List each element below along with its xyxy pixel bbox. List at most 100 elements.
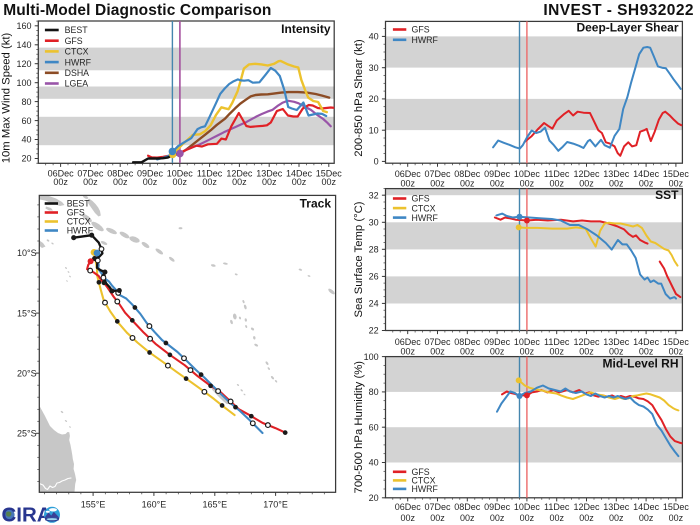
svg-text:00z: 00z xyxy=(520,513,535,523)
svg-text:14Dec: 14Dec xyxy=(633,502,660,512)
svg-text:00z: 00z xyxy=(549,346,564,356)
svg-text:Sea Surface Temp (°C): Sea Surface Temp (°C) xyxy=(353,201,365,317)
svg-text:CTCX: CTCX xyxy=(65,47,89,57)
svg-text:13Dec: 13Dec xyxy=(256,169,283,179)
svg-text:00z: 00z xyxy=(400,513,415,523)
svg-text:HWRF: HWRF xyxy=(67,226,94,236)
svg-text:0: 0 xyxy=(374,157,379,167)
svg-text:15Dec: 15Dec xyxy=(663,337,690,347)
svg-text:200-850 hPa Shear (kt): 200-850 hPa Shear (kt) xyxy=(353,39,365,157)
svg-text:13Dec: 13Dec xyxy=(603,502,630,512)
svg-text:00z: 00z xyxy=(460,179,475,189)
svg-text:00z: 00z xyxy=(430,346,445,356)
svg-text:12Dec: 12Dec xyxy=(226,169,253,179)
svg-text:00z: 00z xyxy=(460,513,475,523)
svg-text:Mid-Level RH: Mid-Level RH xyxy=(602,357,678,371)
svg-text:HWRF: HWRF xyxy=(412,484,439,494)
svg-text:09Dec: 09Dec xyxy=(137,169,164,179)
svg-text:00z: 00z xyxy=(579,346,594,356)
svg-text:80: 80 xyxy=(21,97,31,107)
svg-text:00z: 00z xyxy=(322,177,337,187)
svg-text:15°S: 15°S xyxy=(17,308,37,318)
svg-text:SST: SST xyxy=(655,188,679,202)
svg-text:Deep-Layer Shear: Deep-Layer Shear xyxy=(576,21,678,35)
svg-text:00z: 00z xyxy=(400,346,415,356)
svg-text:00z: 00z xyxy=(202,177,217,187)
svg-text:00z: 00z xyxy=(669,346,684,356)
svg-text:11Dec: 11Dec xyxy=(544,337,570,347)
svg-text:00z: 00z xyxy=(113,177,128,187)
svg-text:07Dec: 07Dec xyxy=(424,502,451,512)
svg-text:CTCX: CTCX xyxy=(412,203,436,213)
svg-text:20°S: 20°S xyxy=(17,368,37,378)
svg-text:00z: 00z xyxy=(232,177,247,187)
svg-text:00z: 00z xyxy=(143,177,158,187)
svg-text:DSHA: DSHA xyxy=(65,68,90,78)
svg-text:09Dec: 09Dec xyxy=(484,169,511,179)
svg-text:165°E: 165°E xyxy=(202,500,227,510)
svg-text:00z: 00z xyxy=(262,177,277,187)
svg-text:10Dec: 10Dec xyxy=(514,502,541,512)
svg-text:GFS: GFS xyxy=(412,194,430,204)
svg-text:13Dec: 13Dec xyxy=(603,169,630,179)
svg-text:10Dec: 10Dec xyxy=(167,169,194,179)
svg-text:120: 120 xyxy=(16,59,31,69)
svg-text:HWRF: HWRF xyxy=(65,57,92,67)
svg-text:20: 20 xyxy=(369,493,379,503)
svg-text:11Dec: 11Dec xyxy=(544,169,570,179)
svg-text:08Dec: 08Dec xyxy=(107,169,134,179)
svg-text:08Dec: 08Dec xyxy=(454,169,481,179)
svg-text:15Dec: 15Dec xyxy=(663,502,690,512)
svg-text:00z: 00z xyxy=(669,179,684,189)
svg-text:00z: 00z xyxy=(609,513,624,523)
svg-text:BEST: BEST xyxy=(65,25,89,35)
svg-text:Multi-Model Diagnostic Compari: Multi-Model Diagnostic Comparison xyxy=(3,2,271,19)
svg-text:10Dec: 10Dec xyxy=(514,169,541,179)
svg-text:26: 26 xyxy=(369,272,379,282)
svg-text:GFS: GFS xyxy=(67,208,85,218)
svg-text:CTCX: CTCX xyxy=(67,217,91,227)
svg-text:00z: 00z xyxy=(490,179,505,189)
svg-text:20: 20 xyxy=(21,154,31,164)
svg-text:60: 60 xyxy=(21,116,31,126)
svg-text:00z: 00z xyxy=(460,346,475,356)
svg-text:15Dec: 15Dec xyxy=(663,169,690,179)
svg-text:12Dec: 12Dec xyxy=(573,169,600,179)
svg-text:25°S: 25°S xyxy=(17,429,37,439)
svg-text:140: 140 xyxy=(16,40,31,50)
svg-text:06Dec: 06Dec xyxy=(395,169,422,179)
svg-text:Intensity: Intensity xyxy=(281,22,331,36)
svg-text:00z: 00z xyxy=(430,513,445,523)
svg-text:CTCX: CTCX xyxy=(412,476,436,486)
svg-text:700-500 hPa Humidity (%): 700-500 hPa Humidity (%) xyxy=(353,361,365,494)
svg-text:06Dec: 06Dec xyxy=(395,337,422,347)
svg-text:07Dec: 07Dec xyxy=(77,169,104,179)
svg-text:00z: 00z xyxy=(639,513,654,523)
svg-text:00z: 00z xyxy=(549,513,564,523)
svg-text:00z: 00z xyxy=(490,346,505,356)
svg-text:00z: 00z xyxy=(520,346,535,356)
svg-text:155°E: 155°E xyxy=(81,500,106,510)
svg-text:12Dec: 12Dec xyxy=(573,502,600,512)
svg-text:60: 60 xyxy=(369,422,379,432)
svg-text:30: 30 xyxy=(369,218,379,228)
svg-text:00z: 00z xyxy=(639,179,654,189)
svg-text:11Dec: 11Dec xyxy=(544,502,570,512)
svg-text:28: 28 xyxy=(369,245,379,255)
svg-text:10Dec: 10Dec xyxy=(514,337,541,347)
svg-text:13Dec: 13Dec xyxy=(603,337,630,347)
svg-text:40: 40 xyxy=(369,32,379,42)
svg-text:24: 24 xyxy=(369,299,379,309)
svg-text:00z: 00z xyxy=(579,513,594,523)
svg-text:32: 32 xyxy=(369,190,379,200)
svg-text:160°E: 160°E xyxy=(142,500,167,510)
svg-text:HWRF: HWRF xyxy=(412,35,439,45)
svg-text:07Dec: 07Dec xyxy=(424,337,451,347)
svg-text:160: 160 xyxy=(16,21,31,31)
svg-text:Track: Track xyxy=(300,196,332,210)
svg-text:09Dec: 09Dec xyxy=(484,502,511,512)
svg-text:00z: 00z xyxy=(53,177,68,187)
svg-text:14Dec: 14Dec xyxy=(633,337,660,347)
svg-text:11Dec: 11Dec xyxy=(197,169,223,179)
svg-text:06Dec: 06Dec xyxy=(395,502,422,512)
